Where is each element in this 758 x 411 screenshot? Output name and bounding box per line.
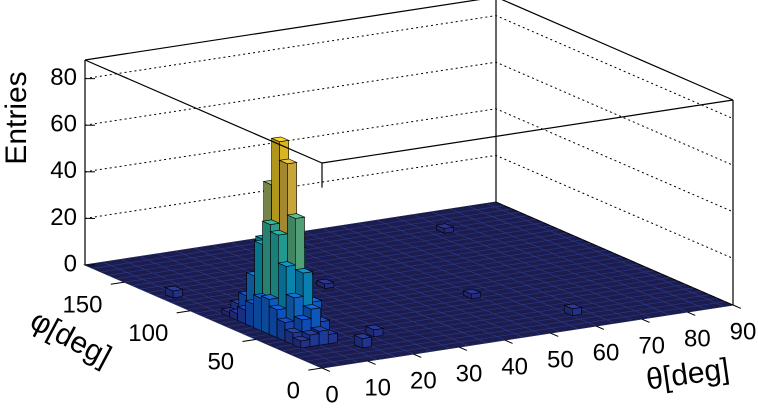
- x-tick: [321, 367, 331, 372]
- y-tick: [308, 367, 323, 371]
- z-tick-label: 0: [64, 250, 77, 277]
- x-tick: [504, 339, 513, 344]
- bar-top: [353, 333, 373, 339]
- x-tick: [413, 353, 422, 358]
- bar-top: [278, 158, 298, 165]
- bar-top: [302, 304, 322, 310]
- x-tick: [367, 360, 376, 365]
- x-tick: [641, 318, 650, 323]
- z-tick-label: 40: [50, 157, 77, 184]
- bar-front: [361, 336, 372, 349]
- bar-top: [435, 223, 455, 229]
- x-tick-label: 70: [638, 332, 665, 359]
- box-edge: [321, 99, 734, 164]
- x-tick-label: 30: [456, 360, 483, 387]
- x-tick-label: 20: [410, 367, 437, 394]
- y-tick-label: 0: [287, 377, 300, 404]
- x-tick-label: 60: [593, 339, 620, 366]
- bar-side: [253, 294, 262, 332]
- bar-top: [270, 136, 290, 143]
- y-tick: [110, 281, 125, 285]
- floor-bin-line: [306, 297, 718, 362]
- bar-top: [563, 303, 583, 310]
- grid-line: [84, 154, 734, 259]
- bar-top: [315, 278, 335, 285]
- bar-front: [327, 332, 338, 345]
- grid-line: [84, 108, 734, 213]
- bar: [563, 303, 583, 317]
- x-tick-label: 0: [325, 381, 338, 408]
- floor-bin-line: [108, 212, 520, 276]
- bar-front: [309, 333, 320, 347]
- y-tick-label: 150: [62, 292, 102, 319]
- floor-bin-line: [100, 208, 512, 273]
- x-tick: [550, 332, 559, 337]
- bar: [291, 335, 311, 349]
- bar-top: [293, 314, 313, 321]
- bar-top: [276, 317, 296, 323]
- floor-bin-line: [132, 222, 544, 286]
- z-axis-title: Entries: [0, 71, 33, 164]
- y-tick: [242, 338, 257, 342]
- bar-top: [300, 329, 321, 336]
- x-tick-label: 50: [547, 346, 574, 373]
- bar-top: [310, 326, 330, 332]
- bar: [364, 324, 385, 338]
- bar-top: [294, 267, 314, 274]
- x-tick: [458, 346, 468, 351]
- bar: [435, 223, 455, 234]
- y-tick-label: 50: [207, 349, 234, 376]
- bar-top: [462, 288, 482, 295]
- bar-top: [277, 261, 297, 267]
- bar: [315, 278, 335, 290]
- bar-top: [291, 335, 311, 342]
- box-edge: [501, 0, 734, 101]
- bar-top: [260, 294, 280, 300]
- z-tick-label: 20: [50, 204, 77, 231]
- bar-front: [318, 329, 329, 346]
- y-tick: [176, 310, 191, 314]
- bar-top: [364, 324, 385, 331]
- bar-top: [164, 285, 184, 292]
- grid-line: [84, 61, 734, 166]
- floor-bin-line: [156, 232, 568, 297]
- floor-bin-line: [282, 287, 694, 352]
- floor-bin-line: [163, 236, 576, 300]
- bar-side: [268, 305, 278, 339]
- z-tick-label: 80: [50, 64, 77, 91]
- bar-top: [286, 213, 306, 219]
- bar-top: [261, 219, 281, 225]
- grid-line: [84, 15, 734, 120]
- box-edge: [84, 59, 323, 164]
- bar: [164, 285, 184, 299]
- floor-bin-line: [314, 301, 726, 365]
- floor-bin-line: [140, 225, 552, 290]
- x-tick-label: 90: [730, 318, 757, 345]
- bar-top: [283, 327, 304, 334]
- bar-top: [285, 292, 305, 299]
- x-tick-label: 10: [364, 374, 391, 401]
- floor-bin-line: [274, 284, 686, 348]
- x-tick-label: 40: [501, 353, 528, 380]
- box-edge: [84, 0, 481, 61]
- floor-bin-line: [321, 304, 734, 369]
- bar: [462, 288, 482, 300]
- z-tick-label: 60: [50, 111, 77, 138]
- floor-bin-line: [116, 215, 528, 280]
- bar-side: [245, 300, 254, 328]
- bar-top: [269, 229, 289, 236]
- bar-top: [268, 304, 288, 311]
- bar-side: [260, 295, 270, 335]
- bar-side: [276, 318, 286, 342]
- x-tick: [687, 311, 696, 316]
- x-tick-label: 80: [684, 325, 711, 352]
- floor-bin-line: [124, 218, 536, 283]
- floor-bin-line: [148, 229, 560, 293]
- y-tick-label: 100: [128, 320, 168, 347]
- x-tick: [732, 304, 742, 309]
- x-tick: [595, 325, 605, 330]
- bar: [353, 333, 373, 349]
